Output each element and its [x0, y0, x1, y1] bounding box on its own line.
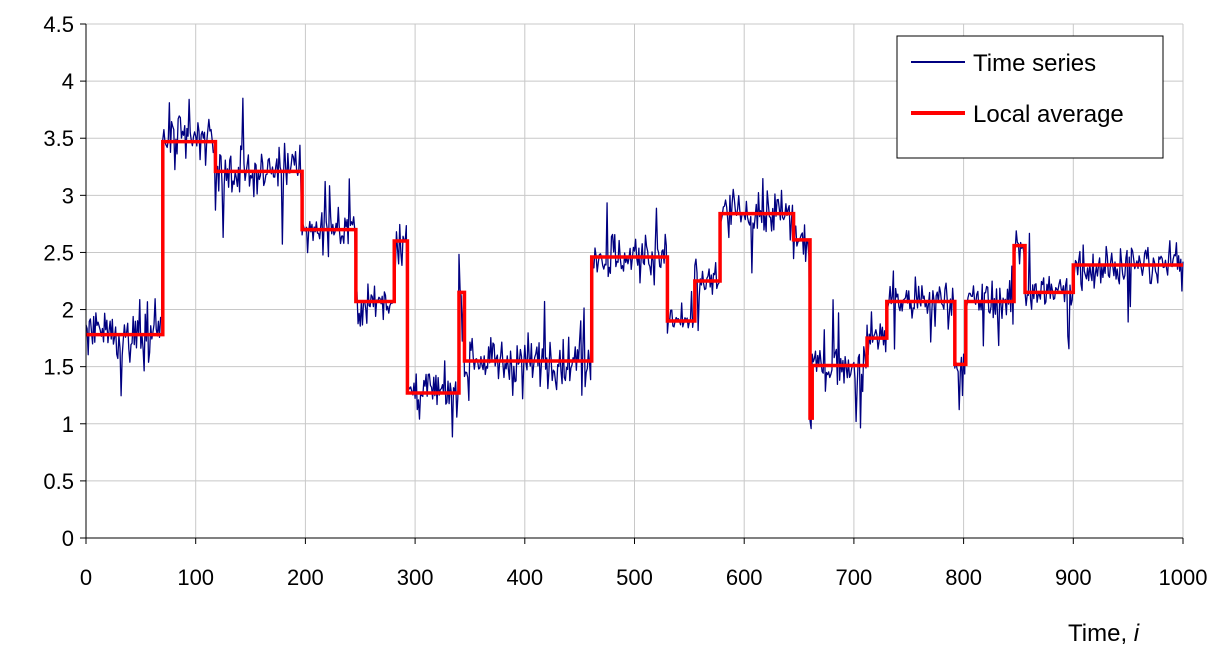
legend-label-time-series: Time series — [973, 50, 1096, 77]
y-tick-label: 0 — [62, 526, 74, 551]
series-time-series — [85, 97, 1184, 438]
x-axis-title-variable: i — [1134, 620, 1140, 647]
y-tick-label: 2 — [62, 298, 74, 323]
y-tick-label: 3 — [62, 183, 74, 208]
x-axis-title-main: Time, — [1068, 620, 1134, 647]
legend-box — [896, 35, 1164, 159]
series-local-average — [86, 139, 1183, 420]
x-tick-label: 300 — [397, 565, 434, 590]
x-tick-label: 100 — [177, 565, 214, 590]
x-tick-label: 0 — [80, 565, 92, 590]
x-tick-label: 600 — [726, 565, 763, 590]
x-tick-label: 800 — [945, 565, 982, 590]
x-tick-label: 700 — [836, 565, 873, 590]
x-axis-title: Time, i — [1068, 620, 1140, 647]
y-tick-label: 3.5 — [43, 126, 74, 151]
y-tick-label: 4.5 — [43, 12, 74, 37]
x-tick-label: 900 — [1055, 565, 1092, 590]
y-tick-label: 1.5 — [43, 355, 74, 380]
axes: 0 100 200 300 400 500 600 700 800 900 1000 0 0.5 1 1.5… — [43, 12, 1207, 590]
x-tick-label: 200 — [287, 565, 324, 590]
y-tick-label: 2.5 — [43, 240, 74, 265]
legend: Time series Local average — [896, 35, 1164, 159]
x-tick-label: 500 — [616, 565, 653, 590]
y-tick-label: 4 — [62, 69, 74, 94]
y-tick-label: 0.5 — [43, 469, 74, 494]
grid-lines — [86, 23, 1184, 538]
legend-label-local-average: Local average — [973, 101, 1124, 128]
y-tick-label: 1 — [62, 412, 74, 437]
plot-area — [85, 97, 1184, 438]
x-tick-label: 1000 — [1159, 565, 1208, 590]
x-tick-label: 400 — [506, 565, 543, 590]
